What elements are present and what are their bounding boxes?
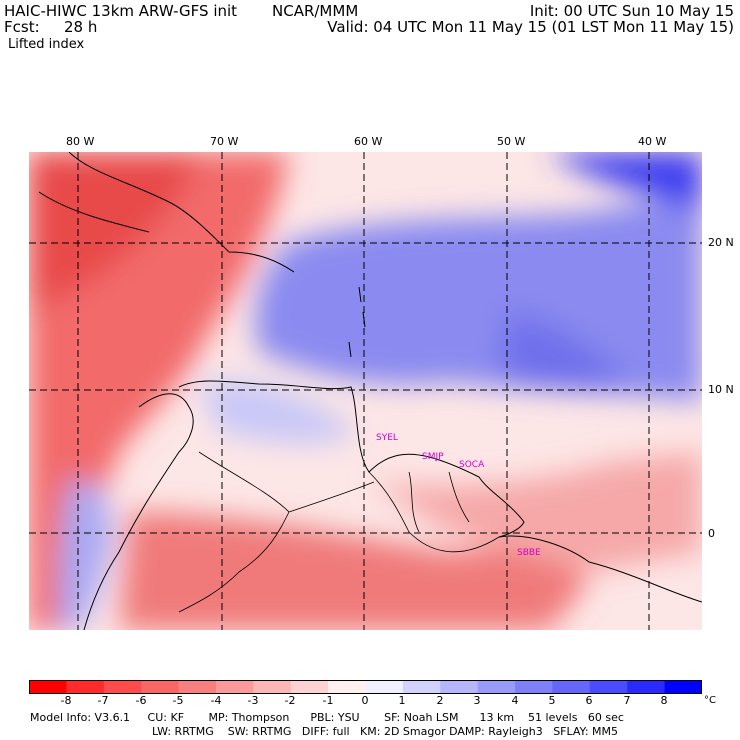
footer-physics-info: LW: RRTMG SW: RRTMG DIFF: full KM: 2D Sm… xyxy=(152,725,618,738)
colorbar-segment xyxy=(627,680,666,694)
org-label: NCAR/MMM xyxy=(272,2,359,20)
field-name: Lifted index xyxy=(8,37,85,52)
colorbar-tick-8: 8 xyxy=(660,694,668,707)
colorbar-tick-n8: -8 xyxy=(60,694,72,707)
lat-lon-grid xyxy=(29,152,702,630)
colorbar-segment xyxy=(215,680,254,694)
colorbar-tick-1: 1 xyxy=(398,694,406,707)
colorbar-tick-3: 3 xyxy=(473,694,481,707)
colorbar-tick-n6: -6 xyxy=(135,694,147,707)
colorbar-tick-n4: -4 xyxy=(210,694,222,707)
forecast-hour-value: 28 h xyxy=(64,18,98,36)
colorbar-frame xyxy=(29,680,702,694)
colorbar-tick-5: 5 xyxy=(548,694,556,707)
colorbar-segment xyxy=(365,680,404,694)
lon-label-60w: 60 W xyxy=(354,135,383,148)
colorbar-segment xyxy=(178,680,217,694)
colorbar-tick-n1: -1 xyxy=(322,694,334,707)
station-syel: SYEL xyxy=(376,433,398,443)
init-time: Init: 00 UTC Sun 10 May 15 xyxy=(529,2,734,20)
colorbar-tick-6: 6 xyxy=(585,694,593,707)
colorbar xyxy=(29,680,702,694)
lat-label-10n: 10 N xyxy=(708,383,734,396)
colorbar-tick-4: 4 xyxy=(511,694,519,707)
colorbar-tick-0: 0 xyxy=(361,694,369,707)
colorbar-segment xyxy=(515,680,553,694)
colorbar-segment xyxy=(103,680,142,694)
lifted-index-map: SYEL SMJP SOCA SBBE xyxy=(29,152,702,630)
colorbar-tick-2: 2 xyxy=(436,694,444,707)
map-canvas xyxy=(29,152,702,630)
valid-time: Valid: 04 UTC Mon 11 May 15 (01 LST Mon … xyxy=(327,18,734,36)
colorbar-segment xyxy=(253,680,292,694)
colorbar-segment xyxy=(290,680,329,694)
country-borders xyxy=(178,451,500,613)
lon-label-50w: 50 W xyxy=(497,135,526,148)
lon-label-70w: 70 W xyxy=(210,135,239,148)
colorbar-segment xyxy=(664,680,702,694)
colorbar-tick-n7: -7 xyxy=(97,694,109,707)
station-smjp: SMJP xyxy=(422,452,444,462)
station-sbbe: SBBE xyxy=(517,548,541,558)
lat-label-20n: 20 N xyxy=(708,236,734,249)
model-title: HAIC-HIWC 13km ARW-GFS init xyxy=(4,2,238,20)
footer-model-info: Model Info: V3.6.1 CU: KF MP: Thompson P… xyxy=(30,711,624,724)
colorbar-tick-n2: -2 xyxy=(284,694,296,707)
lat-label-0: 0 xyxy=(708,527,715,540)
colorbar-segment xyxy=(477,680,516,694)
colorbar-segment xyxy=(328,680,366,694)
colorbar-tick-7: 7 xyxy=(623,694,631,707)
colorbar-segment xyxy=(141,680,180,694)
colorbar-tick-n5: -5 xyxy=(172,694,184,707)
colorbar-segment xyxy=(29,680,67,694)
coastlines xyxy=(38,152,702,630)
colorbar-tick-n3: -3 xyxy=(247,694,259,707)
lon-label-80w: 80 W xyxy=(66,135,95,148)
colorbar-unit: °C xyxy=(704,695,716,706)
colorbar-segment xyxy=(589,680,628,694)
field-shading xyxy=(29,152,702,630)
colorbar-segment xyxy=(440,680,479,694)
colorbar-segment xyxy=(66,680,105,694)
colorbar-segment xyxy=(552,680,591,694)
forecast-hour-label: Fcst: xyxy=(4,18,40,36)
lon-label-40w: 40 W xyxy=(638,135,667,148)
station-soca: SOCA xyxy=(459,460,485,470)
colorbar-segment xyxy=(402,680,441,694)
